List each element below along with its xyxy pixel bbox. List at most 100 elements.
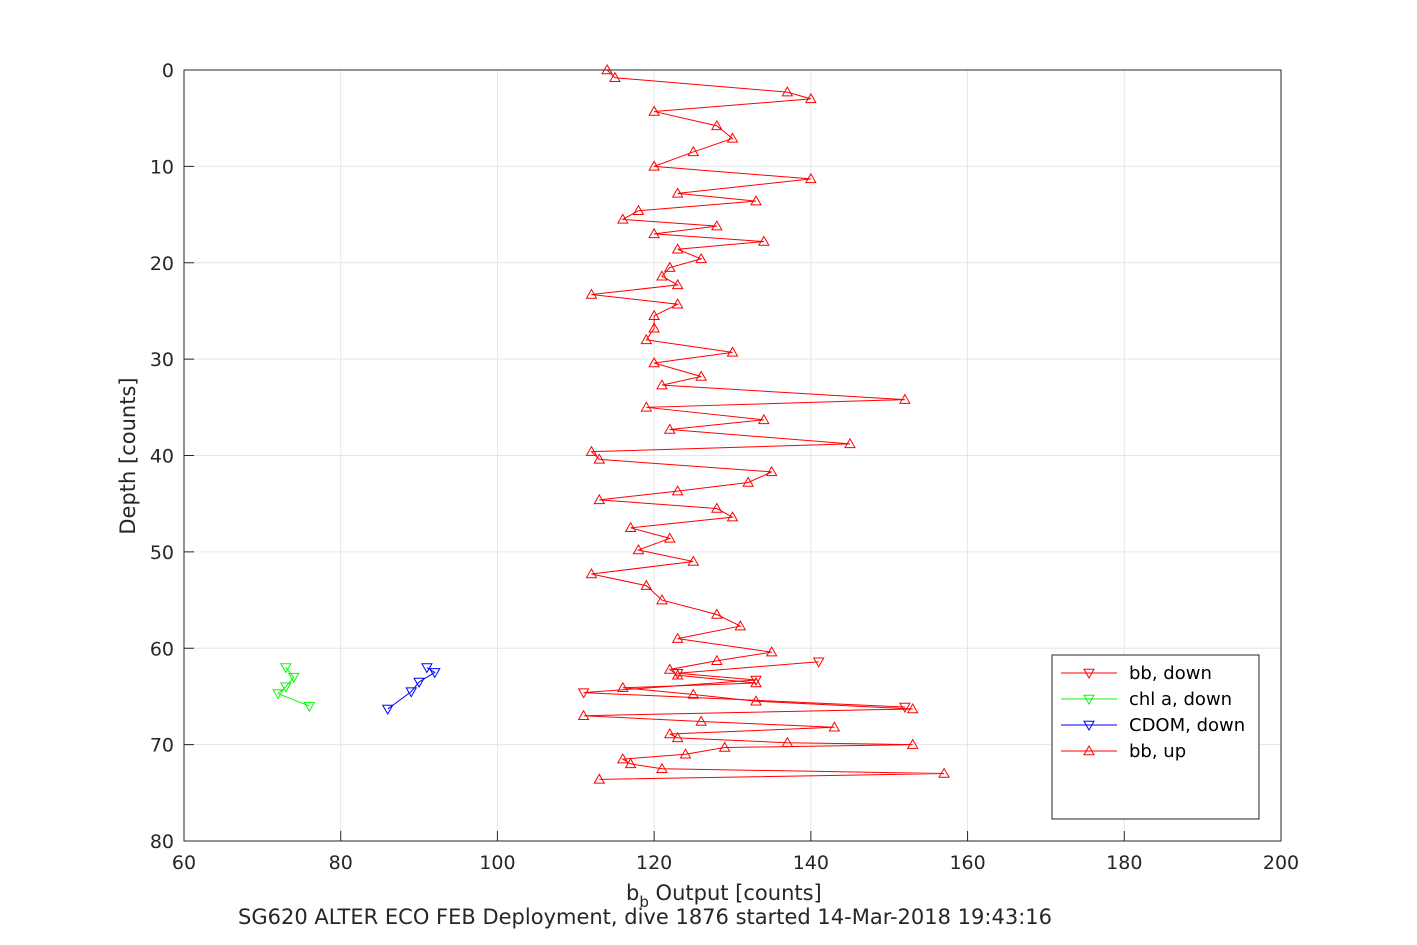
- data-point: [804, 92, 817, 104]
- data-point: [710, 119, 723, 131]
- data-point: [609, 71, 621, 82]
- data-point: [695, 252, 708, 264]
- data-point: [624, 757, 637, 769]
- data-point: [656, 379, 668, 390]
- data-point: [663, 532, 676, 543]
- data-point: [765, 465, 778, 477]
- data-point: [687, 555, 700, 566]
- data-point: [671, 669, 684, 680]
- data-point: [303, 701, 316, 713]
- data-point: [648, 160, 661, 171]
- data-point: [671, 187, 684, 198]
- data-point: [757, 413, 770, 425]
- x-tick-label: 100: [479, 852, 515, 874]
- data-point: [906, 738, 919, 749]
- data-point: [585, 288, 598, 299]
- legend-label: CDOM, down: [1129, 715, 1245, 736]
- y-tick-label: 0: [162, 60, 174, 82]
- data-point: [726, 132, 739, 143]
- data-point: [640, 333, 653, 345]
- data-point: [648, 356, 661, 368]
- data-point: [671, 243, 684, 254]
- data-point: [287, 672, 300, 684]
- x-axis-label-subscript: b: [639, 893, 649, 911]
- data-point: [899, 393, 911, 404]
- series-cdom-down: [381, 663, 441, 715]
- x-tick-label: 140: [793, 852, 829, 874]
- data-point: [648, 322, 661, 333]
- data-point: [938, 767, 950, 778]
- data-point: [679, 748, 692, 759]
- data-point: [656, 270, 668, 281]
- data-point: [656, 762, 668, 773]
- data-point: [593, 453, 606, 464]
- data-point: [663, 261, 676, 272]
- legend-item: bb, up: [1061, 741, 1186, 762]
- data-point: [726, 511, 739, 522]
- data-point: [405, 687, 418, 698]
- series-line: [277, 667, 310, 707]
- data-point: [812, 657, 825, 668]
- legend-item: chl a, down: [1061, 689, 1232, 710]
- series-line: [583, 661, 905, 708]
- data-point: [671, 731, 684, 743]
- x-axis-label: bb Output [counts]: [626, 881, 822, 911]
- data-point: [695, 370, 708, 381]
- data-point: [616, 753, 629, 764]
- y-axis-label: Depth [counts]: [116, 377, 140, 534]
- data-point: [710, 220, 723, 231]
- data-point: [726, 346, 739, 357]
- data-point: [280, 663, 292, 674]
- series-line: [583, 69, 945, 780]
- data-point: [593, 773, 606, 784]
- data-point: [585, 445, 598, 456]
- y-tick-label: 50: [150, 542, 174, 564]
- data-point: [765, 646, 778, 657]
- data-point: [640, 401, 653, 412]
- data-point: [413, 677, 425, 688]
- data-point: [632, 204, 645, 215]
- data-point: [671, 632, 684, 643]
- legend-marker: [1083, 668, 1095, 680]
- data-point: [601, 63, 613, 75]
- data-point: [844, 437, 856, 449]
- data-point: [671, 298, 684, 309]
- y-tick-label: 60: [150, 638, 174, 660]
- data-point: [656, 594, 668, 605]
- data-point: [671, 278, 684, 290]
- data-point: [577, 688, 590, 699]
- y-tick-label: 20: [150, 253, 174, 275]
- data-point: [687, 688, 700, 699]
- data-point: [750, 676, 762, 688]
- y-tick-label: 40: [150, 446, 174, 468]
- data-point: [781, 86, 794, 97]
- legend-box: [1051, 654, 1260, 820]
- x-axis-label-main: b: [626, 881, 639, 905]
- legend-item: bb, down: [1061, 663, 1212, 684]
- data-point: [648, 105, 661, 116]
- legend-item: CDOM, down: [1061, 715, 1245, 736]
- data-point: [695, 715, 708, 726]
- data-point: [899, 702, 911, 714]
- data-point: [742, 476, 755, 487]
- x-tick-label: 160: [949, 852, 985, 874]
- legend-marker: [1083, 720, 1095, 732]
- data-point: [906, 702, 919, 714]
- y-tick-label: 30: [150, 349, 174, 371]
- data-point: [781, 736, 794, 747]
- data-point: [734, 620, 747, 631]
- data-point: [804, 172, 817, 184]
- data-point: [757, 235, 770, 246]
- x-tick-label: 180: [1106, 852, 1142, 874]
- data-point: [280, 682, 292, 693]
- data-point: [648, 309, 661, 321]
- data-point: [616, 681, 629, 693]
- series-bb-up: [577, 63, 950, 784]
- data-point: [710, 608, 723, 619]
- data-point: [828, 721, 841, 732]
- data-point: [663, 728, 676, 739]
- data-point: [687, 145, 700, 157]
- legend-marker: [1083, 694, 1095, 706]
- data-point: [272, 689, 284, 700]
